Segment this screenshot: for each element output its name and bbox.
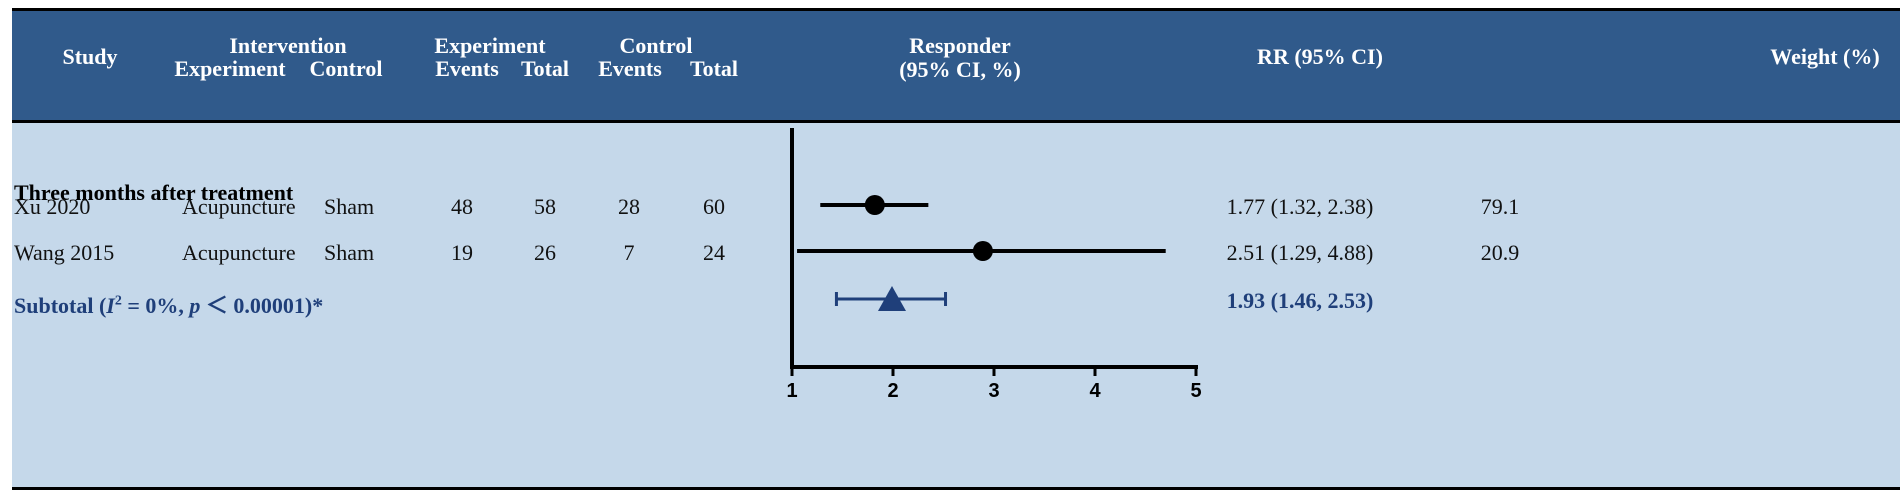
row2-control: Sham [324,240,375,265]
point-marker-1 [864,195,885,215]
subtotal-label: Subtotal (I2 = 0%, p ＜ 0.00001)* [14,288,323,320]
header-experiment-col: Experiment [174,56,286,81]
header-experiment-group: Experiment [434,33,546,58]
subtotal-triangle-marker [877,286,906,311]
table-header-band [12,10,1900,122]
row1-rr: 1.77 (1.32, 2.38) [1226,194,1374,219]
row2-experiment: Acupuncture [182,240,296,265]
header-ctl-events: Events [598,56,662,81]
row2-ctl-total: 24 [703,240,725,265]
header-responder-ci: (95% CI, %) [899,57,1021,82]
header-intervention: Intervention [229,33,347,58]
subtotal-rr: 1.93 (1.46, 2.53) [1226,288,1374,313]
subtotal-p-symbol: p [189,293,201,318]
subtotal-label-prefix: Subtotal ( [14,293,107,318]
x-tick-label-5: 5 [1190,380,1201,402]
row2-study: Wang 2015 [14,240,115,265]
x-tick-label-1: 1 [786,380,797,402]
header-control-group: Control [619,33,693,58]
row2-ctl-events: 7 [623,240,635,265]
row2-weight: 20.9 [1480,240,1520,265]
top-rule [12,8,1900,11]
header-exp-total: Total [520,56,570,81]
row2-exp-events: 19 [451,240,473,265]
table-body-band [12,122,1900,488]
header-weight: Weight (%) [1770,44,1880,69]
header-control-col: Control [309,56,383,81]
x-tick-label-3: 3 [988,380,999,402]
x-tick-label-2: 2 [887,380,898,402]
subtotal-i-superscript: 2 [114,293,122,309]
row1-weight: 79.1 [1480,194,1520,219]
row2-rr: 2.51 (1.29, 4.88) [1226,240,1374,265]
header-exp-events: Events [435,56,499,81]
row1-exp-total: 58 [534,194,556,219]
header-study: Study [62,44,118,69]
group-label: Three months after treatment [14,180,294,205]
subtotal-label-mid: = 0%, [121,293,190,318]
subtotal-i-symbol: I [106,293,115,318]
header-rule [12,120,1900,123]
header-ctl-total: Total [689,56,739,81]
bottom-rule [12,487,1900,490]
row1-study: Xu 2020 [14,194,91,219]
row1-experiment: Acupuncture [182,194,296,219]
point-marker-2 [972,241,993,261]
row1-ctl-total: 60 [703,194,725,219]
subtotal-label-rest: ＜ 0.00001)* [200,293,324,318]
row1-ctl-events: 28 [618,194,640,219]
header-responder: Responder [909,33,1011,58]
row2-exp-total: 26 [534,240,556,265]
row1-control: Sham [324,194,375,219]
x-tick-label-4: 4 [1089,380,1101,402]
row1-exp-events: 48 [451,194,473,219]
header-rr: RR (95% CI) [1257,44,1383,69]
